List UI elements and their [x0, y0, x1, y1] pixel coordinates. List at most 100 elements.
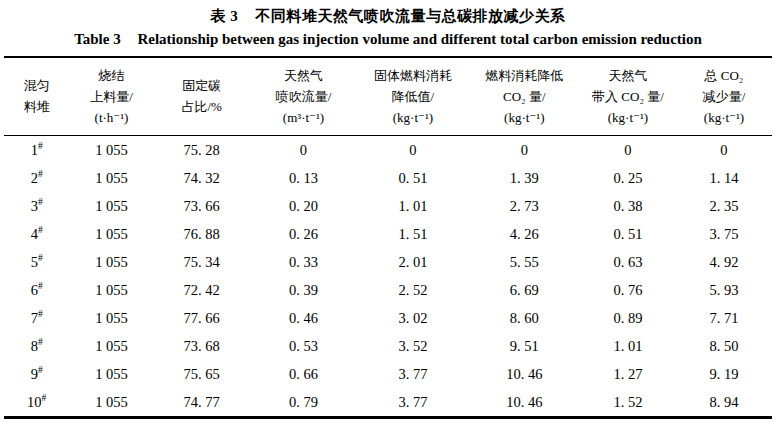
value-cell: 0. 63: [580, 248, 676, 276]
table-row: 4#1 05576. 880. 261. 514. 260. 513. 75: [4, 220, 772, 248]
value-cell: 0: [580, 136, 676, 165]
value-cell: 1 055: [69, 164, 153, 192]
pile-number: 3: [31, 198, 38, 214]
header-line: 天然气: [250, 66, 358, 87]
header-line: 天然气: [580, 66, 676, 87]
value-cell: 0: [676, 136, 772, 165]
value-cell: 0: [357, 136, 468, 165]
data-table: 混匀 料堆 烧结 上料量/ (t·h⁻¹) 固定碳 占比/% 天然气 喷吹流量/: [4, 56, 772, 419]
header-line: 固体燃料消耗: [357, 66, 468, 87]
value-cell: 0. 46: [250, 304, 358, 332]
value-cell: 1. 01: [580, 332, 676, 360]
table-header: 混匀 料堆 烧结 上料量/ (t·h⁻¹) 固定碳 占比/% 天然气 喷吹流量/: [4, 57, 772, 136]
value-cell: 1 055: [69, 248, 153, 276]
pile-hash-mark: #: [38, 337, 43, 347]
value-cell: 0. 76: [580, 276, 676, 304]
table-header-row: 混匀 料堆 烧结 上料量/ (t·h⁻¹) 固定碳 占比/% 天然气 喷吹流量/: [4, 57, 772, 136]
table-row: 10#1 05574. 770. 793. 7710. 461. 528. 94: [4, 388, 772, 418]
column-header-mixed-pile: 混匀 料堆: [4, 57, 69, 136]
value-cell: 10. 46: [469, 360, 580, 388]
pile-id-cell: 10#: [4, 388, 69, 418]
value-cell: 0. 89: [580, 304, 676, 332]
header-line: CO₂ 量/: [469, 87, 580, 108]
column-header-total-co2-reduction: 总 CO₂ 减少量/ (kg·t⁻¹): [676, 57, 772, 136]
table-row: 3#1 05573. 660. 201. 012. 730. 382. 35: [4, 192, 772, 220]
pile-number: 7: [31, 310, 38, 326]
header-line: 料堆: [4, 97, 69, 118]
pile-id-cell: 3#: [4, 192, 69, 220]
value-cell: 0. 38: [580, 192, 676, 220]
pile-hash-mark: #: [38, 309, 43, 319]
header-line: 总 CO₂: [676, 66, 772, 87]
document-page: 表 3 不同料堆天然气喷吹流量与总碳排放减少关系 Table 3 Relatio…: [0, 0, 776, 432]
table-body: 1#1 05575. 28000002#1 05574. 320. 130. 5…: [4, 136, 772, 418]
value-cell: 0. 79: [250, 388, 358, 418]
table-caption-en: Table 3 Relationship between gas injecti…: [4, 31, 772, 48]
table-caption-zh: 表 3 不同料堆天然气喷吹流量与总碳排放减少关系: [4, 7, 772, 26]
value-cell: 1 055: [69, 304, 153, 332]
pile-number: 10: [27, 394, 42, 410]
value-cell: 74. 77: [154, 388, 250, 418]
pile-number: 2: [31, 170, 38, 186]
value-cell: 0. 51: [357, 164, 468, 192]
value-cell: 1 055: [69, 192, 153, 220]
value-cell: 0. 26: [250, 220, 358, 248]
header-line: 混匀: [4, 76, 69, 97]
table-caption-zh-label: 表 3: [211, 8, 239, 24]
table-row: 2#1 05574. 320. 130. 511. 390. 251. 14: [4, 164, 772, 192]
table-row: 1#1 05575. 2800000: [4, 136, 772, 165]
header-line: (kg·t⁻¹): [580, 108, 676, 129]
pile-hash-mark: #: [38, 281, 43, 291]
value-cell: 8. 60: [469, 304, 580, 332]
value-cell: 1. 14: [676, 164, 772, 192]
value-cell: 7. 71: [676, 304, 772, 332]
pile-hash-mark: #: [38, 253, 43, 263]
value-cell: 1. 01: [357, 192, 468, 220]
value-cell: 9. 19: [676, 360, 772, 388]
pile-hash-mark: #: [38, 197, 43, 207]
value-cell: 0: [469, 136, 580, 165]
table-caption-en-label: Table 3: [74, 31, 121, 47]
column-header-gas-co2-input: 天然气 带入 CO₂ 量/ (kg·t⁻¹): [580, 57, 676, 136]
table-caption-zh-text: 不同料堆天然气喷吹流量与总碳排放减少关系: [256, 8, 566, 24]
header-line: 固定碳: [154, 76, 250, 97]
value-cell: 2. 01: [357, 248, 468, 276]
pile-id-cell: 9#: [4, 360, 69, 388]
value-cell: 10. 46: [469, 388, 580, 418]
header-line: (kg·t⁻¹): [357, 108, 468, 129]
value-cell: 1 055: [69, 220, 153, 248]
value-cell: 0. 33: [250, 248, 358, 276]
pile-id-cell: 4#: [4, 220, 69, 248]
header-line: 减少量/: [676, 87, 772, 108]
header-line: 上料量/: [69, 87, 153, 108]
table-caption-en-text: Relationship between gas injection volum…: [137, 31, 701, 47]
header-line: (kg·t⁻¹): [676, 108, 772, 129]
value-cell: 76. 88: [154, 220, 250, 248]
pile-hash-mark: #: [38, 225, 43, 235]
table-row: 9#1 05575. 650. 663. 7710. 461. 279. 19: [4, 360, 772, 388]
value-cell: 1 055: [69, 332, 153, 360]
column-header-fixed-carbon: 固定碳 占比/%: [154, 57, 250, 136]
header-line: (m³·t⁻¹): [250, 108, 358, 129]
pile-number: 8: [31, 338, 38, 354]
value-cell: 1 055: [69, 360, 153, 388]
value-cell: 74. 32: [154, 164, 250, 192]
table-row: 6#1 05572. 420. 392. 526. 690. 765. 93: [4, 276, 772, 304]
value-cell: 0. 13: [250, 164, 358, 192]
value-cell: 72. 42: [154, 276, 250, 304]
pile-id-cell: 1#: [4, 136, 69, 165]
pile-hash-mark: #: [38, 169, 43, 179]
table-row: 5#1 05575. 340. 332. 015. 550. 634. 92: [4, 248, 772, 276]
value-cell: 3. 77: [357, 388, 468, 418]
pile-number: 9: [31, 366, 38, 382]
value-cell: 3. 77: [357, 360, 468, 388]
header-line: (kg·t⁻¹): [469, 108, 580, 129]
value-cell: 3. 02: [357, 304, 468, 332]
header-line: 降低值/: [357, 87, 468, 108]
pile-hash-mark: #: [38, 365, 43, 375]
value-cell: 1. 52: [580, 388, 676, 418]
value-cell: 73. 68: [154, 332, 250, 360]
pile-number: 1: [31, 142, 38, 158]
value-cell: 1. 39: [469, 164, 580, 192]
value-cell: 75. 34: [154, 248, 250, 276]
